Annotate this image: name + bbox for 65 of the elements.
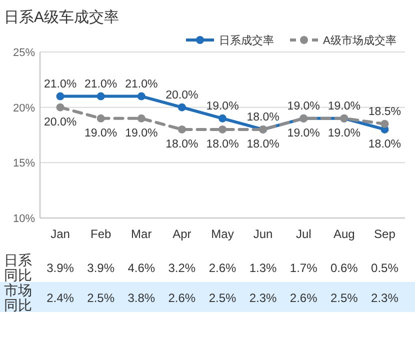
data-label: 18.5% <box>368 106 402 118</box>
text: 3.2% <box>168 261 196 275</box>
x-tick-label: Sep <box>374 227 396 241</box>
x-tick-label: Aug <box>333 227 355 241</box>
data-label: 19.0% <box>206 100 239 112</box>
data-label: 19.0% <box>287 100 320 112</box>
text: 2.5% <box>330 291 358 305</box>
data-label: 21.0% <box>125 78 158 90</box>
text: 1.3% <box>249 261 278 275</box>
text: 2.4% <box>46 291 74 305</box>
point <box>56 92 64 100</box>
x-tick-label: Mar <box>131 227 152 241</box>
text: 3.9% <box>46 261 74 275</box>
data-label: 18.0% <box>246 111 280 124</box>
data-label: 19.0% <box>287 127 320 140</box>
data-label: 18.0% <box>368 138 402 150</box>
text: 3.8% <box>128 291 156 305</box>
data-label: 18.0% <box>206 138 239 150</box>
data-label: 18.0% <box>166 138 198 150</box>
data-label: 19.0% <box>125 127 158 140</box>
point <box>137 114 146 122</box>
text: 1.7% <box>290 261 318 275</box>
text: 3.9% <box>87 261 115 275</box>
text: 4.6% <box>128 261 156 275</box>
x-tick-label: Jan <box>50 227 70 241</box>
text: 2.6% <box>168 291 196 305</box>
point <box>56 103 64 112</box>
x-tick-label: Jul <box>296 227 312 241</box>
point <box>178 103 186 112</box>
text: 0.6% <box>330 261 358 275</box>
point <box>137 92 146 100</box>
x-tick-label: Apr <box>172 227 192 241</box>
y-tick-label: 10% <box>12 213 36 225</box>
data-label: 20.0% <box>44 116 77 128</box>
text: 2.5% <box>87 291 115 305</box>
text: 2.6% <box>290 291 318 305</box>
point <box>380 120 389 128</box>
x-tick-label: May <box>211 227 234 241</box>
data-label: 20.0% <box>166 89 198 102</box>
y-tick-label: 15% <box>12 158 36 170</box>
legend-label: 日系成交率 <box>219 34 274 47</box>
chart-title: 日系A级车成交率 <box>4 9 120 26</box>
point <box>218 125 226 134</box>
data-label: 19.0% <box>84 127 118 140</box>
text: 0.5% <box>371 261 399 275</box>
x-tick-label: Feb <box>90 227 112 241</box>
x-tick-label: Jun <box>253 227 273 241</box>
text: 市场同比 <box>4 282 32 313</box>
point <box>218 114 226 122</box>
legend-label: A级市场成交率 <box>323 34 396 47</box>
text: 2.3% <box>371 291 399 305</box>
data-label: 21.0% <box>84 78 118 90</box>
data-label: 19.0% <box>328 100 360 112</box>
point <box>96 114 105 122</box>
data-label: 18.0% <box>246 138 280 150</box>
point <box>96 92 105 100</box>
text: 2.5% <box>208 291 236 305</box>
text: 2.3% <box>249 291 278 305</box>
data-label: 19.0% <box>328 127 360 140</box>
y-tick-label: 20% <box>12 102 36 114</box>
y-tick-label: 25% <box>12 47 36 59</box>
text: 2.6% <box>208 261 236 275</box>
data-label: 21.0% <box>44 78 77 90</box>
point <box>178 125 186 134</box>
text: 日系同比 <box>4 252 32 283</box>
